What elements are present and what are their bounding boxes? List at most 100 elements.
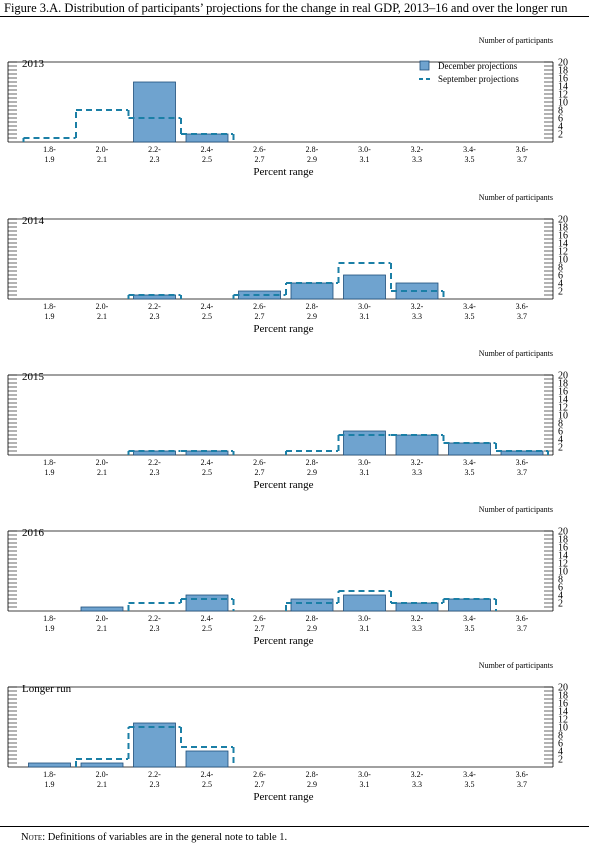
x-tick-label: 2.3	[150, 468, 160, 477]
legend-label-december: December projections	[438, 61, 518, 71]
bar	[290, 598, 334, 612]
x-axis-label: Percent range	[253, 323, 313, 335]
x-tick-label: 3.6-	[516, 458, 529, 467]
y-tick-label: 14	[558, 551, 568, 562]
y-tick-label: 12	[558, 247, 568, 258]
x-tick-label: 2.6-	[253, 145, 266, 154]
x-tick-label: 2.2-	[148, 145, 161, 154]
y-tick-label: 8	[558, 575, 563, 586]
x-tick-label: 2.1	[97, 624, 107, 633]
x-axis-label: Percent range	[253, 479, 313, 491]
y-tick-label: 6	[558, 583, 563, 594]
x-tick-label: 2.8-	[306, 458, 319, 467]
y-tick-label: 2	[558, 443, 563, 454]
y-tick-label: 14	[558, 707, 568, 718]
y-tick-label: 10	[558, 723, 568, 734]
x-tick-label: 3.5	[465, 312, 475, 321]
x-tick-label: 3.0-	[358, 302, 371, 311]
bar	[395, 602, 439, 612]
x-tick-label: 3.3	[412, 312, 422, 321]
bar	[448, 598, 491, 612]
x-tick-label: 3.4-	[463, 614, 476, 623]
y-tick-label: 18	[558, 379, 568, 390]
x-tick-label: 2.4-	[201, 145, 214, 154]
x-tick-label: 2.4-	[201, 302, 214, 311]
x-tick-label: 2.0-	[96, 145, 109, 154]
x-tick-label: 3.5	[465, 155, 475, 164]
bar	[185, 133, 229, 143]
x-tick-label: 3.1	[360, 780, 370, 789]
x-tick-label: 3.7	[517, 312, 527, 321]
legend-swatch-december	[419, 60, 430, 71]
y-tick-label: 18	[558, 223, 568, 234]
bar	[185, 594, 229, 612]
y-tick-label: 4	[558, 122, 563, 133]
y-tick-label: 10	[558, 98, 568, 109]
x-tick-label: 3.1	[360, 312, 370, 321]
x-tick-label: 2.8-	[306, 145, 319, 154]
y-tick-label: 14	[558, 395, 568, 406]
x-tick-label: 3.3	[412, 780, 422, 789]
y-tick-label: 8	[558, 419, 563, 430]
bar	[133, 722, 176, 768]
x-tick-label: 3.4-	[463, 770, 476, 779]
y-tick-label: 12	[558, 559, 568, 570]
x-tick-label: 2.1	[97, 312, 107, 321]
x-tick-label: 3.3	[412, 624, 422, 633]
bar	[133, 81, 176, 143]
x-tick-label: 3.7	[517, 624, 527, 633]
x-tick-label: 3.5	[465, 468, 475, 477]
bar	[80, 762, 124, 768]
y-axis-label: Number of participants	[479, 349, 553, 358]
panel-title: 2014	[22, 215, 45, 227]
x-tick-label: 3.4-	[463, 458, 476, 467]
panel-title: 2015	[22, 371, 45, 383]
y-tick-label: 2	[558, 755, 563, 766]
x-tick-label: 3.4-	[463, 145, 476, 154]
x-tick-label: 2.4-	[201, 614, 214, 623]
x-tick-label: 2.8-	[306, 614, 319, 623]
x-tick-label: 3.2-	[411, 145, 424, 154]
y-tick-label: 4	[558, 435, 563, 446]
y-axis-label: Number of participants	[479, 661, 553, 670]
bar	[343, 594, 386, 612]
y-tick-label: 20	[558, 683, 568, 694]
y-tick-label: 10	[558, 567, 568, 578]
x-tick-label: 3.1	[360, 624, 370, 633]
x-tick-label: 1.9	[45, 624, 55, 633]
y-tick-label: 6	[558, 114, 563, 125]
bar	[290, 282, 334, 300]
x-tick-label: 3.3	[412, 155, 422, 164]
x-tick-label: 2.3	[150, 312, 160, 321]
x-tick-label: 1.9	[45, 468, 55, 477]
y-axis-label: Number of participants	[479, 505, 553, 514]
x-tick-label: 2.6-	[253, 458, 266, 467]
x-axis-label: Percent range	[253, 635, 313, 647]
x-tick-label: 2.8-	[306, 302, 319, 311]
x-tick-label: 1.8-	[43, 614, 56, 623]
x-tick-label: 3.7	[517, 155, 527, 164]
y-tick-label: 16	[558, 387, 568, 398]
x-tick-label: 3.2-	[411, 458, 424, 467]
bar	[395, 434, 439, 456]
x-tick-label: 3.2-	[411, 770, 424, 779]
x-tick-label: 3.4-	[463, 302, 476, 311]
y-tick-label: 10	[558, 255, 568, 266]
x-tick-label: 2.7	[255, 155, 265, 164]
x-tick-label: 2.6-	[253, 770, 266, 779]
x-tick-label: 2.3	[150, 624, 160, 633]
y-tick-label: 16	[558, 74, 568, 85]
x-tick-label: 2.9	[307, 624, 317, 633]
y-tick-label: 16	[558, 699, 568, 710]
y-tick-label: 18	[558, 66, 568, 77]
x-tick-label: 3.7	[517, 780, 527, 789]
x-tick-label: 3.6-	[516, 614, 529, 623]
x-tick-label: 2.9	[307, 312, 317, 321]
x-tick-label: 2.3	[150, 780, 160, 789]
y-tick-label: 12	[558, 403, 568, 414]
x-tick-label: 2.2-	[148, 770, 161, 779]
x-tick-label: 2.7	[255, 468, 265, 477]
y-tick-label: 4	[558, 279, 563, 290]
x-tick-label: 2.9	[307, 155, 317, 164]
bar	[343, 274, 386, 300]
